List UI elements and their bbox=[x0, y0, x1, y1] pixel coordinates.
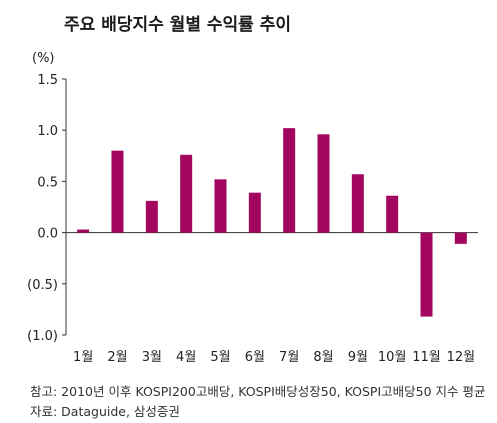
chart-title: 주요 배당지수 월별 수익률 추이 bbox=[64, 15, 291, 35]
x-tick-label: 12월 bbox=[447, 350, 476, 365]
y-tick-label: 0.5 bbox=[37, 175, 58, 190]
y-tick-label: 1.0 bbox=[37, 124, 58, 139]
y-axis: 1.5 1.0 0.5 0.0 (0.5) (1.0) bbox=[27, 73, 478, 344]
x-tick-label: 1월 bbox=[73, 350, 93, 365]
x-tick-label: 7월 bbox=[279, 350, 299, 365]
x-tick-label: 4월 bbox=[176, 350, 196, 365]
bar-12 bbox=[454, 232, 467, 244]
y-tick-label: 0.0 bbox=[37, 227, 58, 242]
bar-4 bbox=[180, 154, 193, 233]
y-tick-label: 1.5 bbox=[37, 73, 58, 88]
bar-9 bbox=[351, 174, 364, 233]
footnote-data-source: 자료: Dataguide, 삼성증권 bbox=[30, 404, 180, 419]
bar-3 bbox=[145, 200, 158, 233]
x-tick-label: 3월 bbox=[142, 350, 162, 365]
x-tick-label: 5월 bbox=[210, 350, 230, 365]
x-axis-labels: 1월 2월 3월 4월 5월 6월 7월 8월 9월 10월 11월 12월 bbox=[73, 350, 475, 365]
bar-8 bbox=[317, 134, 330, 233]
y-axis-unit-label: (%) bbox=[32, 51, 55, 66]
y-tick-label: (1.0) bbox=[27, 329, 58, 344]
bar-6 bbox=[248, 192, 261, 233]
bar-5 bbox=[214, 179, 227, 233]
bar-2 bbox=[111, 150, 124, 233]
bar-1 bbox=[77, 229, 90, 233]
bar-11 bbox=[420, 232, 433, 317]
x-tick-label: 6월 bbox=[245, 350, 265, 365]
x-tick-label: 2월 bbox=[107, 350, 127, 365]
x-tick-label: 11월 bbox=[412, 350, 441, 365]
bar-7 bbox=[283, 128, 296, 233]
bars bbox=[77, 128, 467, 317]
bar-10 bbox=[386, 195, 399, 233]
x-tick-label: 10월 bbox=[378, 350, 407, 365]
footnote-reference: 참고: 2010년 이후 KOSPI200고배당, KOSPI배당성장50, K… bbox=[30, 384, 486, 399]
x-tick-label: 9월 bbox=[348, 350, 368, 365]
y-tick-label: (0.5) bbox=[27, 278, 58, 293]
x-tick-label: 8월 bbox=[313, 350, 333, 365]
